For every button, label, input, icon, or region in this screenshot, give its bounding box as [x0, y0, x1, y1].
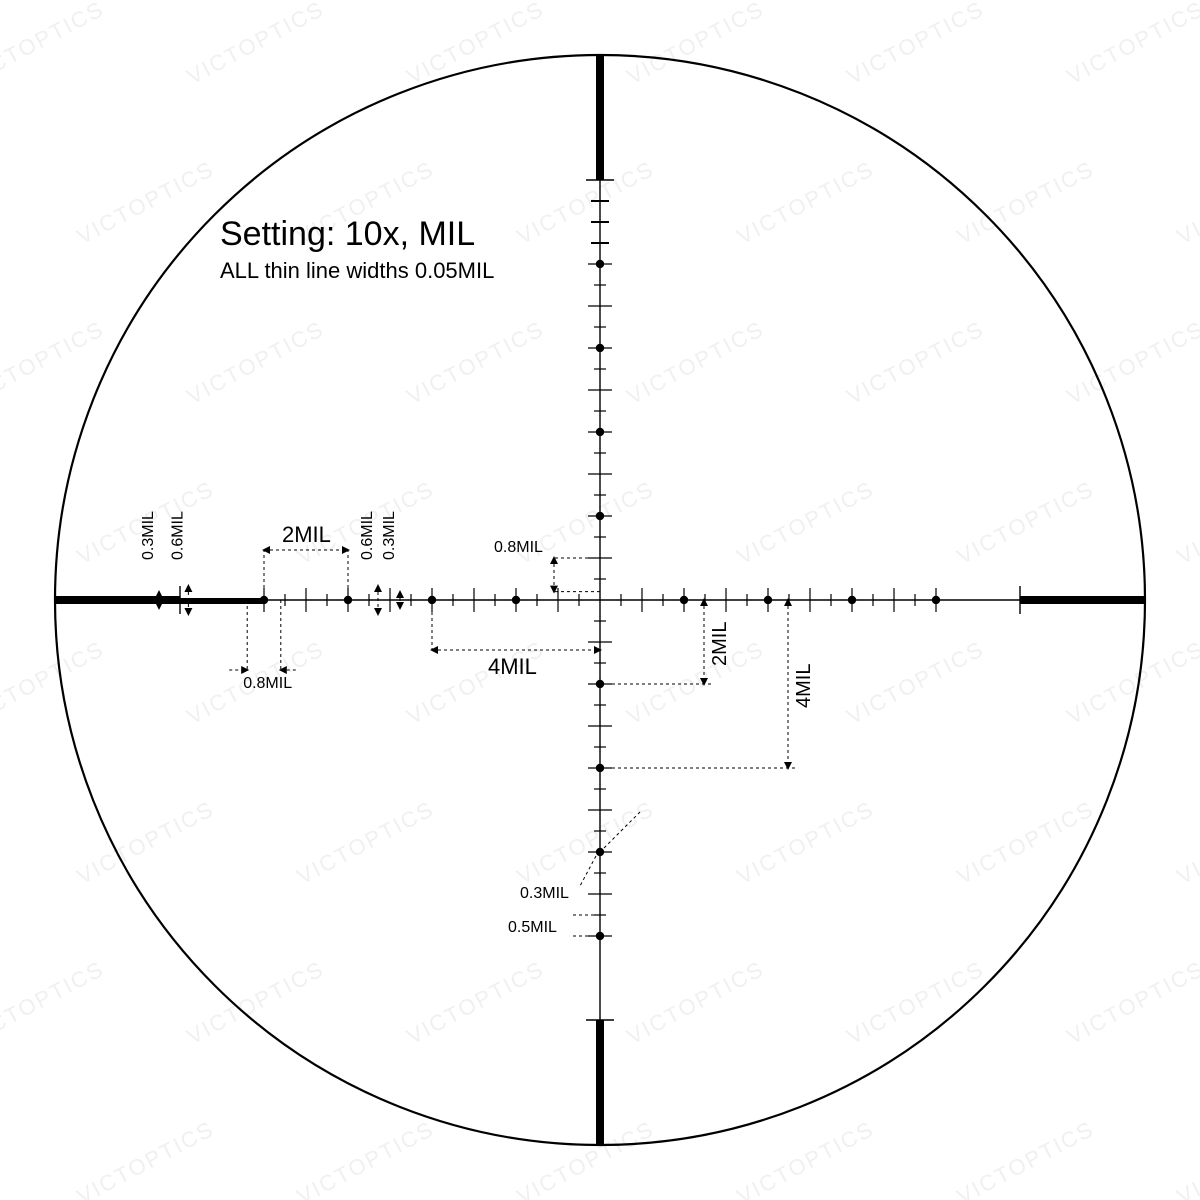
dimension-label: 4MIL	[488, 654, 537, 679]
dimension-label: 2MIL	[282, 522, 331, 547]
dimension-label: 0.3MIL	[520, 885, 569, 902]
dimension-label: 0.8MIL	[243, 675, 292, 692]
dimension-label: 0.6MIL	[169, 511, 186, 560]
dimension-label: 0.3MIL	[381, 511, 398, 560]
setting-title: Setting: 10x, MIL	[220, 215, 475, 253]
dimension-label: 0.8MIL	[494, 539, 543, 556]
dimension-annotations: 4MIL 2MIL 0.6MIL 0.3MIL 0.6MIL 0.3MIL 0.8MIL 0.…	[140, 511, 815, 936]
dimension-label: 0.5MIL	[508, 919, 557, 936]
dimension-label: 0.6MIL	[359, 511, 376, 560]
dimension-label: 4MIL	[793, 664, 815, 708]
dimension-label: 0.3MIL	[140, 511, 157, 560]
reticle-diagram: 4MIL 2MIL 0.6MIL 0.3MIL 0.6MIL 0.3MIL 0.8MIL 0.…	[0, 0, 1200, 1200]
dimension-label: 2MIL	[709, 622, 731, 666]
setting-subtitle: ALL thin line widths 0.05MIL	[220, 258, 494, 283]
